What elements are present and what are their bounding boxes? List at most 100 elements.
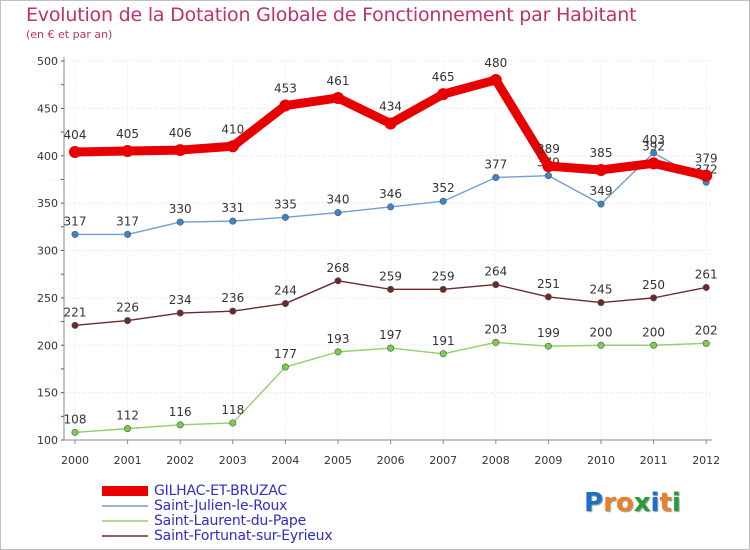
x-tick-label: 2011 — [640, 454, 668, 467]
data-point — [281, 213, 289, 221]
data-label: 405 — [116, 127, 139, 141]
y-tick-label: 250 — [37, 292, 58, 305]
data-label: 197 — [379, 328, 402, 342]
x-tick-label: 2009 — [534, 454, 562, 467]
data-label: 346 — [379, 187, 402, 201]
data-label: 480 — [484, 56, 507, 70]
x-tick-label: 2008 — [482, 454, 510, 467]
data-label: 389 — [537, 142, 560, 156]
data-label: 259 — [379, 269, 402, 283]
data-label: 340 — [327, 193, 350, 207]
legend-swatch — [102, 534, 148, 537]
series-saint-fortunat-sur-eyrieux: 221 226 234 236 244 268 259 259 264 251 245 250 261 — [64, 261, 718, 329]
data-label: 392 — [642, 139, 665, 153]
data-point — [229, 419, 237, 427]
data-label: 404 — [64, 128, 87, 142]
data-point — [281, 300, 289, 308]
data-label: 236 — [221, 291, 244, 305]
logo-letter: x — [633, 488, 651, 518]
data-point — [71, 321, 79, 329]
data-point — [542, 160, 555, 173]
data-point — [650, 294, 658, 302]
data-point — [544, 293, 552, 301]
x-tick-label: 2003 — [219, 454, 247, 467]
data-label: 465 — [432, 70, 455, 84]
data-label: 331 — [221, 201, 244, 215]
x-tick-label: 2007 — [429, 454, 457, 467]
data-point — [700, 169, 713, 182]
legend-item: Saint-Julien-le-Roux — [98, 497, 332, 514]
data-point — [71, 428, 79, 436]
data-label: 461 — [327, 74, 350, 88]
x-tick-label: 2001 — [114, 454, 142, 467]
y-tick-label: 400 — [37, 150, 58, 163]
y-tick-label: 500 — [37, 55, 58, 68]
proxiti-logo: Proxiti — [584, 488, 681, 518]
data-point — [595, 163, 607, 176]
data-point — [492, 281, 500, 289]
data-point — [702, 283, 710, 291]
data-label: 453 — [274, 82, 297, 96]
data-label: 118 — [221, 403, 244, 417]
y-tick-label: 450 — [37, 102, 58, 115]
data-point — [334, 209, 342, 217]
data-point — [226, 140, 239, 153]
data-label: 410 — [221, 122, 244, 136]
legend-label: Saint-Fortunat-sur-Eyrieux — [154, 527, 333, 544]
data-point — [174, 144, 187, 157]
data-point — [702, 339, 710, 347]
y-tick-label: 150 — [37, 387, 58, 400]
y-tick-label: 300 — [37, 245, 58, 258]
data-label: 377 — [484, 158, 507, 172]
data-point — [176, 421, 184, 429]
data-label: 385 — [590, 146, 613, 160]
data-point — [439, 197, 447, 205]
data-label: 199 — [537, 326, 560, 340]
data-point — [69, 145, 81, 158]
data-point — [121, 145, 134, 158]
data-point — [229, 307, 237, 315]
data-point — [597, 299, 605, 307]
x-tick-label: 2004 — [271, 454, 299, 467]
series-gilhac-et-bruzac: 404 405 406 410 453 461 434 465 480 389 385 392 379 — [64, 56, 718, 182]
data-label: 244 — [274, 284, 297, 298]
data-point — [489, 73, 502, 86]
data-label: 317 — [64, 214, 87, 228]
logo-letter: r — [603, 488, 616, 518]
data-label: 177 — [274, 347, 297, 361]
data-label: 221 — [64, 305, 87, 319]
data-label: 112 — [116, 409, 139, 423]
logo-letter: o — [615, 488, 634, 518]
data-label: 108 — [64, 412, 87, 426]
x-tick-label: 2000 — [61, 454, 89, 467]
data-label: 352 — [432, 181, 455, 195]
logo-letter: P — [584, 488, 604, 518]
data-label: 261 — [695, 267, 718, 281]
data-point — [492, 338, 500, 346]
data-label: 330 — [169, 202, 192, 216]
data-label: 406 — [169, 126, 192, 140]
data-label: 245 — [590, 283, 613, 297]
legend-item: Saint-Laurent-du-Pape — [98, 513, 332, 529]
data-point — [544, 172, 552, 180]
data-label: 200 — [590, 325, 613, 339]
data-point — [229, 217, 237, 225]
chart-legend: GILHAC-ET-BRUZAC Saint-Julien-le-Roux Sain… — [98, 482, 333, 544]
legend-label: GILHAC-ET-BRUZAC — [154, 482, 287, 499]
chart-title: Evolution de la Dotation Globale de Fonc… — [26, 4, 637, 26]
data-label: 379 — [695, 152, 718, 166]
legend-item: Saint-Fortunat-sur-Eyrieux — [98, 527, 333, 544]
data-point — [334, 348, 342, 356]
legend-label: Saint-Julien-le-Roux — [154, 497, 288, 514]
data-label: 226 — [116, 301, 139, 315]
data-point — [437, 88, 450, 101]
data-point — [176, 218, 184, 226]
data-point — [650, 341, 658, 349]
data-point — [387, 285, 395, 293]
data-point — [387, 203, 395, 211]
data-label: 259 — [432, 269, 455, 283]
data-label: 234 — [169, 293, 192, 307]
data-label: 349 — [590, 184, 613, 198]
data-label: 403 — [642, 133, 665, 147]
data-label: 116 — [169, 405, 192, 419]
